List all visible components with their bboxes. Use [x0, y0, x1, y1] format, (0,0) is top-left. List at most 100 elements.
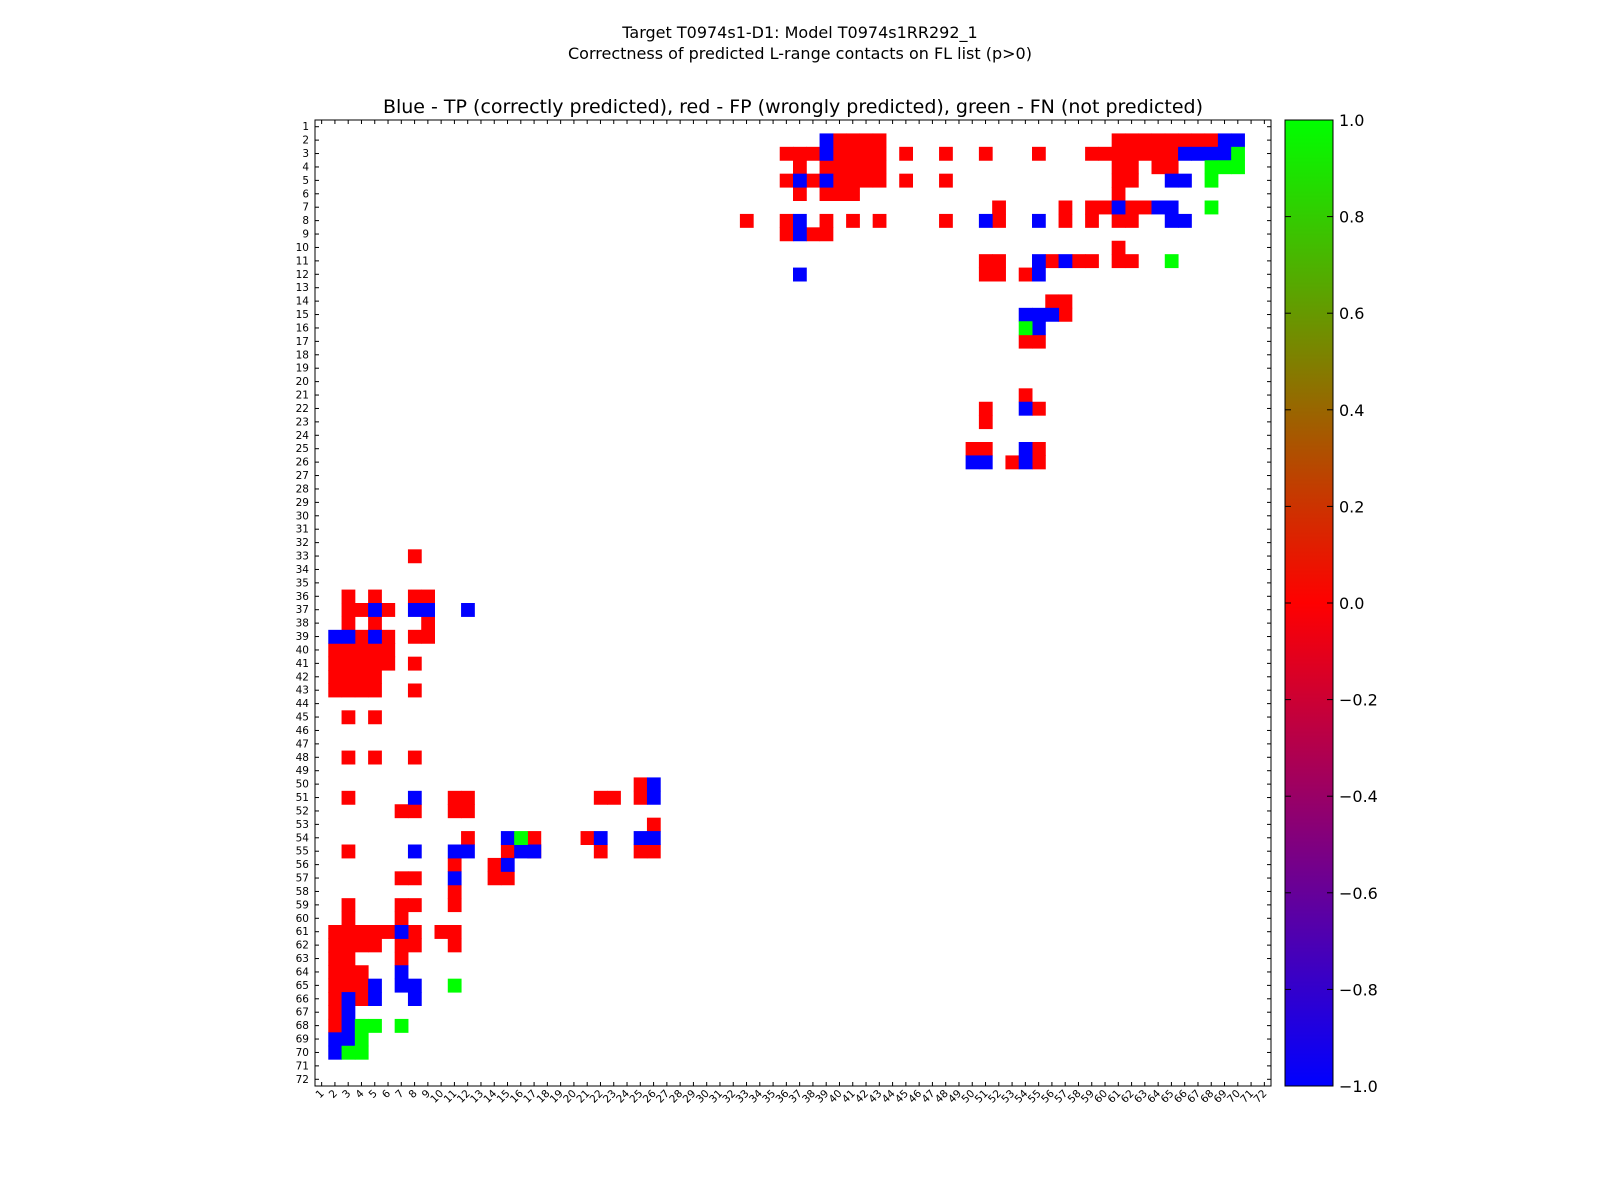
heatmap-cell-fp — [1032, 334, 1046, 349]
heatmap-cell-fp — [341, 656, 356, 671]
heatmap-cell-fp — [633, 777, 648, 792]
y-tick-label: 36 — [296, 591, 310, 603]
y-tick-label: 63 — [296, 953, 309, 965]
heatmap-cell-fp — [368, 925, 382, 939]
heatmap-cell-tp — [793, 267, 807, 282]
heatmap-cell-fp — [407, 683, 422, 698]
heatmap-cell-tp — [341, 1032, 356, 1047]
heatmap-cell-fp — [368, 938, 382, 953]
y-tick-label: 55 — [296, 846, 309, 858]
y-tick-label: 2 — [302, 135, 309, 147]
heatmap-cell-fp — [899, 173, 913, 188]
y-tick-label: 19 — [296, 363, 309, 375]
heatmap-cell-fp — [819, 187, 834, 201]
heatmap-cell-fp — [1085, 146, 1099, 161]
heatmap-cell-fp — [407, 898, 422, 913]
heatmap-cell-fp — [1151, 133, 1166, 148]
heatmap-cell-fn — [1204, 160, 1219, 175]
colorbar-ticks: 1.0 0.8 0.6 0.4 0.2 0.0 −0.2 −0.4 −0.6 −0.8 −1.0 — [1285, 111, 1378, 1096]
y-tick-label: 26 — [296, 457, 310, 469]
heatmap-cell-fp — [354, 978, 369, 993]
heatmap-cell-fp — [381, 925, 396, 939]
heatmap-cell-fp — [1098, 146, 1113, 161]
heatmap-cell-fp — [354, 938, 369, 953]
colorbar-tick-label: −0.2 — [1339, 691, 1378, 710]
y-tick-label: 50 — [296, 779, 309, 791]
heatmap-cell-fp — [328, 643, 343, 658]
y-tick-label: 44 — [296, 698, 310, 710]
heatmap-cell-fp — [1204, 133, 1219, 148]
x-tick-label: 3 — [340, 1088, 353, 1101]
y-tick-label: 56 — [296, 859, 310, 871]
heatmap-cell-tp — [978, 455, 993, 470]
heatmap-cell-tp — [1217, 133, 1232, 148]
y-tick-label: 6 — [302, 188, 309, 200]
heatmap-cell-tp — [394, 978, 409, 993]
heatmap-cell-fp — [859, 160, 874, 175]
heatmap-cell-fp — [328, 1005, 343, 1020]
heatmap-cell-fp — [1058, 294, 1073, 309]
heatmap-cell-fn — [1204, 200, 1219, 215]
y-tick-label: 48 — [296, 752, 309, 764]
y-tick-label: 16 — [296, 322, 310, 334]
heatmap-cell-fp — [1124, 200, 1139, 215]
heatmap-cell-fp — [328, 656, 343, 671]
y-tick-label: 65 — [296, 980, 309, 992]
heatmap-cell-fp — [368, 670, 382, 684]
heatmap-cell-fp — [368, 710, 382, 725]
heatmap-cell-tp — [633, 831, 648, 845]
heatmap-cell-tp — [328, 1045, 343, 1060]
heatmap-cell-fp — [633, 790, 648, 805]
heatmap-cell-fp — [593, 844, 608, 859]
heatmap-cell-fp — [819, 160, 834, 175]
heatmap-cell-tp — [1045, 307, 1060, 322]
heatmap-cell-fp — [1058, 307, 1073, 322]
heatmap-cell-fp — [1018, 334, 1033, 349]
heatmap-cell-fp — [447, 790, 462, 805]
heatmap-cell-fp — [354, 925, 369, 939]
heatmap-cell-fp — [328, 992, 343, 1006]
heatmap-cell-fp — [1111, 133, 1126, 148]
heatmap-cell-fp — [461, 804, 475, 819]
heatmap-cell-fp — [1111, 160, 1126, 175]
heatmap-cell-fp — [607, 790, 621, 805]
heatmap-cell-tp — [368, 992, 382, 1006]
heatmap-cell-fp — [859, 146, 874, 161]
heatmap-cell-tp — [793, 173, 807, 188]
heatmap-cell-fp — [368, 656, 382, 671]
heatmap-cell-fp — [819, 227, 834, 242]
heatmap-cell-fp — [434, 925, 449, 939]
heatmap-cell-fp — [407, 871, 422, 886]
y-tick-label: 24 — [296, 430, 310, 442]
heatmap-cell-fp — [381, 643, 396, 658]
heatmap-cell-fn — [394, 1018, 409, 1033]
colorbar-tick-label: 0.4 — [1339, 401, 1364, 420]
colorbar — [1284, 119, 1334, 1087]
heatmap-cell-fp — [407, 589, 422, 604]
heatmap-cell-tp — [1032, 321, 1046, 336]
heatmap-cell-fp — [341, 750, 356, 765]
y-tick-label: 35 — [296, 577, 309, 589]
heatmap-cell-fp — [407, 656, 422, 671]
heatmap-cell-fp — [1111, 254, 1126, 269]
heatmap-cell-fp — [978, 267, 993, 282]
heatmap-cell-fp — [978, 401, 993, 416]
heatmap-cell-fp — [580, 831, 595, 845]
heatmap-cell-tp — [593, 831, 608, 845]
x-tick-label: 72 — [1252, 1088, 1270, 1106]
heatmap-cell-tp — [646, 777, 661, 792]
colorbar-tick-label: 0.6 — [1339, 304, 1364, 323]
heatmap-cell-fp — [1018, 267, 1033, 282]
x-tick-label: 5 — [367, 1088, 380, 1101]
heatmap-cell-fp — [819, 213, 834, 228]
heatmap-cell-tp — [1111, 200, 1126, 215]
heatmap-cell-tp — [646, 790, 661, 805]
heatmap-cell-fp — [447, 938, 462, 953]
heatmap-cell-fp — [739, 213, 754, 228]
heatmap-cell-fp — [1058, 200, 1073, 215]
heatmap-cell-tp — [819, 173, 834, 188]
heatmap-cell-fp — [381, 603, 396, 617]
x-tick-label: 4 — [353, 1087, 366, 1100]
y-tick-label: 59 — [296, 899, 309, 911]
heatmap-cell-fp — [1111, 240, 1126, 255]
